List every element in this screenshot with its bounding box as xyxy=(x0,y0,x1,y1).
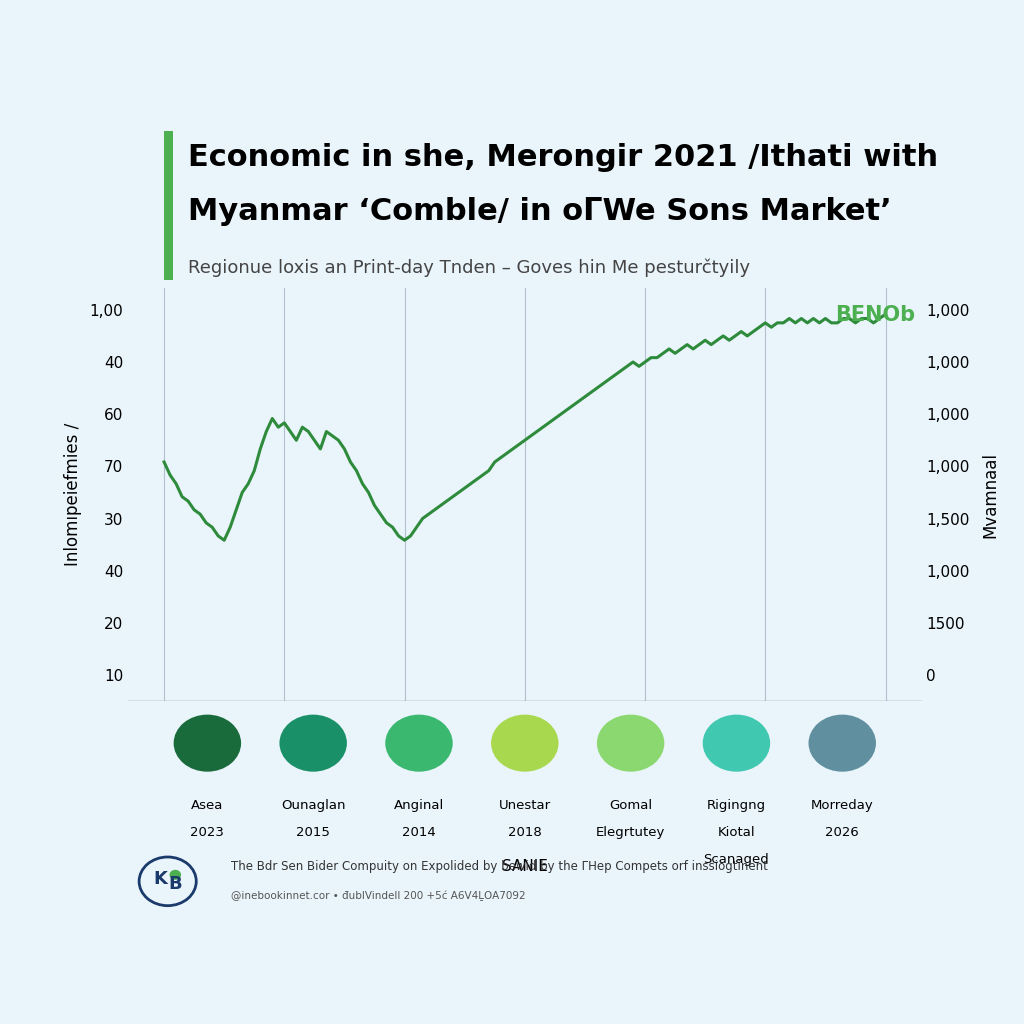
Text: Rigingng: Rigingng xyxy=(707,799,766,812)
Y-axis label: Inlomıpeiefmies /: Inlomıpeiefmies / xyxy=(65,423,83,566)
Ellipse shape xyxy=(702,715,770,772)
Ellipse shape xyxy=(174,715,241,772)
Text: Asea: Asea xyxy=(191,799,223,812)
Ellipse shape xyxy=(492,715,558,772)
Text: 2026: 2026 xyxy=(825,825,859,839)
Text: Myanmar ‘Comble/ in oΓWe Sons Market’: Myanmar ‘Comble/ in oΓWe Sons Market’ xyxy=(187,198,891,226)
Text: Kiotal: Kiotal xyxy=(718,825,756,839)
Y-axis label: Mvamnaal: Mvamnaal xyxy=(981,452,999,538)
FancyBboxPatch shape xyxy=(164,131,173,280)
Text: Ounaglan: Ounaglan xyxy=(281,799,345,812)
Ellipse shape xyxy=(385,715,453,772)
Text: BENOb: BENOb xyxy=(836,305,915,326)
Ellipse shape xyxy=(597,715,665,772)
Text: Unestar: Unestar xyxy=(499,799,551,812)
Text: Scanaged: Scanaged xyxy=(703,853,769,865)
Text: SANIE: SANIE xyxy=(502,859,548,873)
Text: Morreday: Morreday xyxy=(811,799,873,812)
Text: 2023: 2023 xyxy=(190,825,224,839)
Text: Elegrtutey: Elegrtutey xyxy=(596,825,666,839)
Text: Economic in she, Merongir 2021 /Ithati with: Economic in she, Merongir 2021 /Ithati w… xyxy=(187,142,938,172)
Text: @inebookinnet.cor • đublVindell 200 +5ć A6V4ḺOA7092: @inebookinnet.cor • đublVindell 200 +5ć … xyxy=(231,891,525,901)
Text: The Bdr Sen Bider Compuity on Expolided by bewid by the ΓHep Compets orf inssiog: The Bdr Sen Bider Compuity on Expolided … xyxy=(231,860,768,872)
Text: Gomal: Gomal xyxy=(609,799,652,812)
Text: Regionue loxis an Print-day Tnden – Goves hin Me pesturčtyily: Regionue loxis an Print-day Tnden – Gove… xyxy=(187,258,750,276)
Text: 2018: 2018 xyxy=(508,825,542,839)
Text: 2015: 2015 xyxy=(296,825,330,839)
Ellipse shape xyxy=(809,715,876,772)
Text: 2014: 2014 xyxy=(402,825,436,839)
Text: Anginal: Anginal xyxy=(394,799,444,812)
Ellipse shape xyxy=(280,715,347,772)
